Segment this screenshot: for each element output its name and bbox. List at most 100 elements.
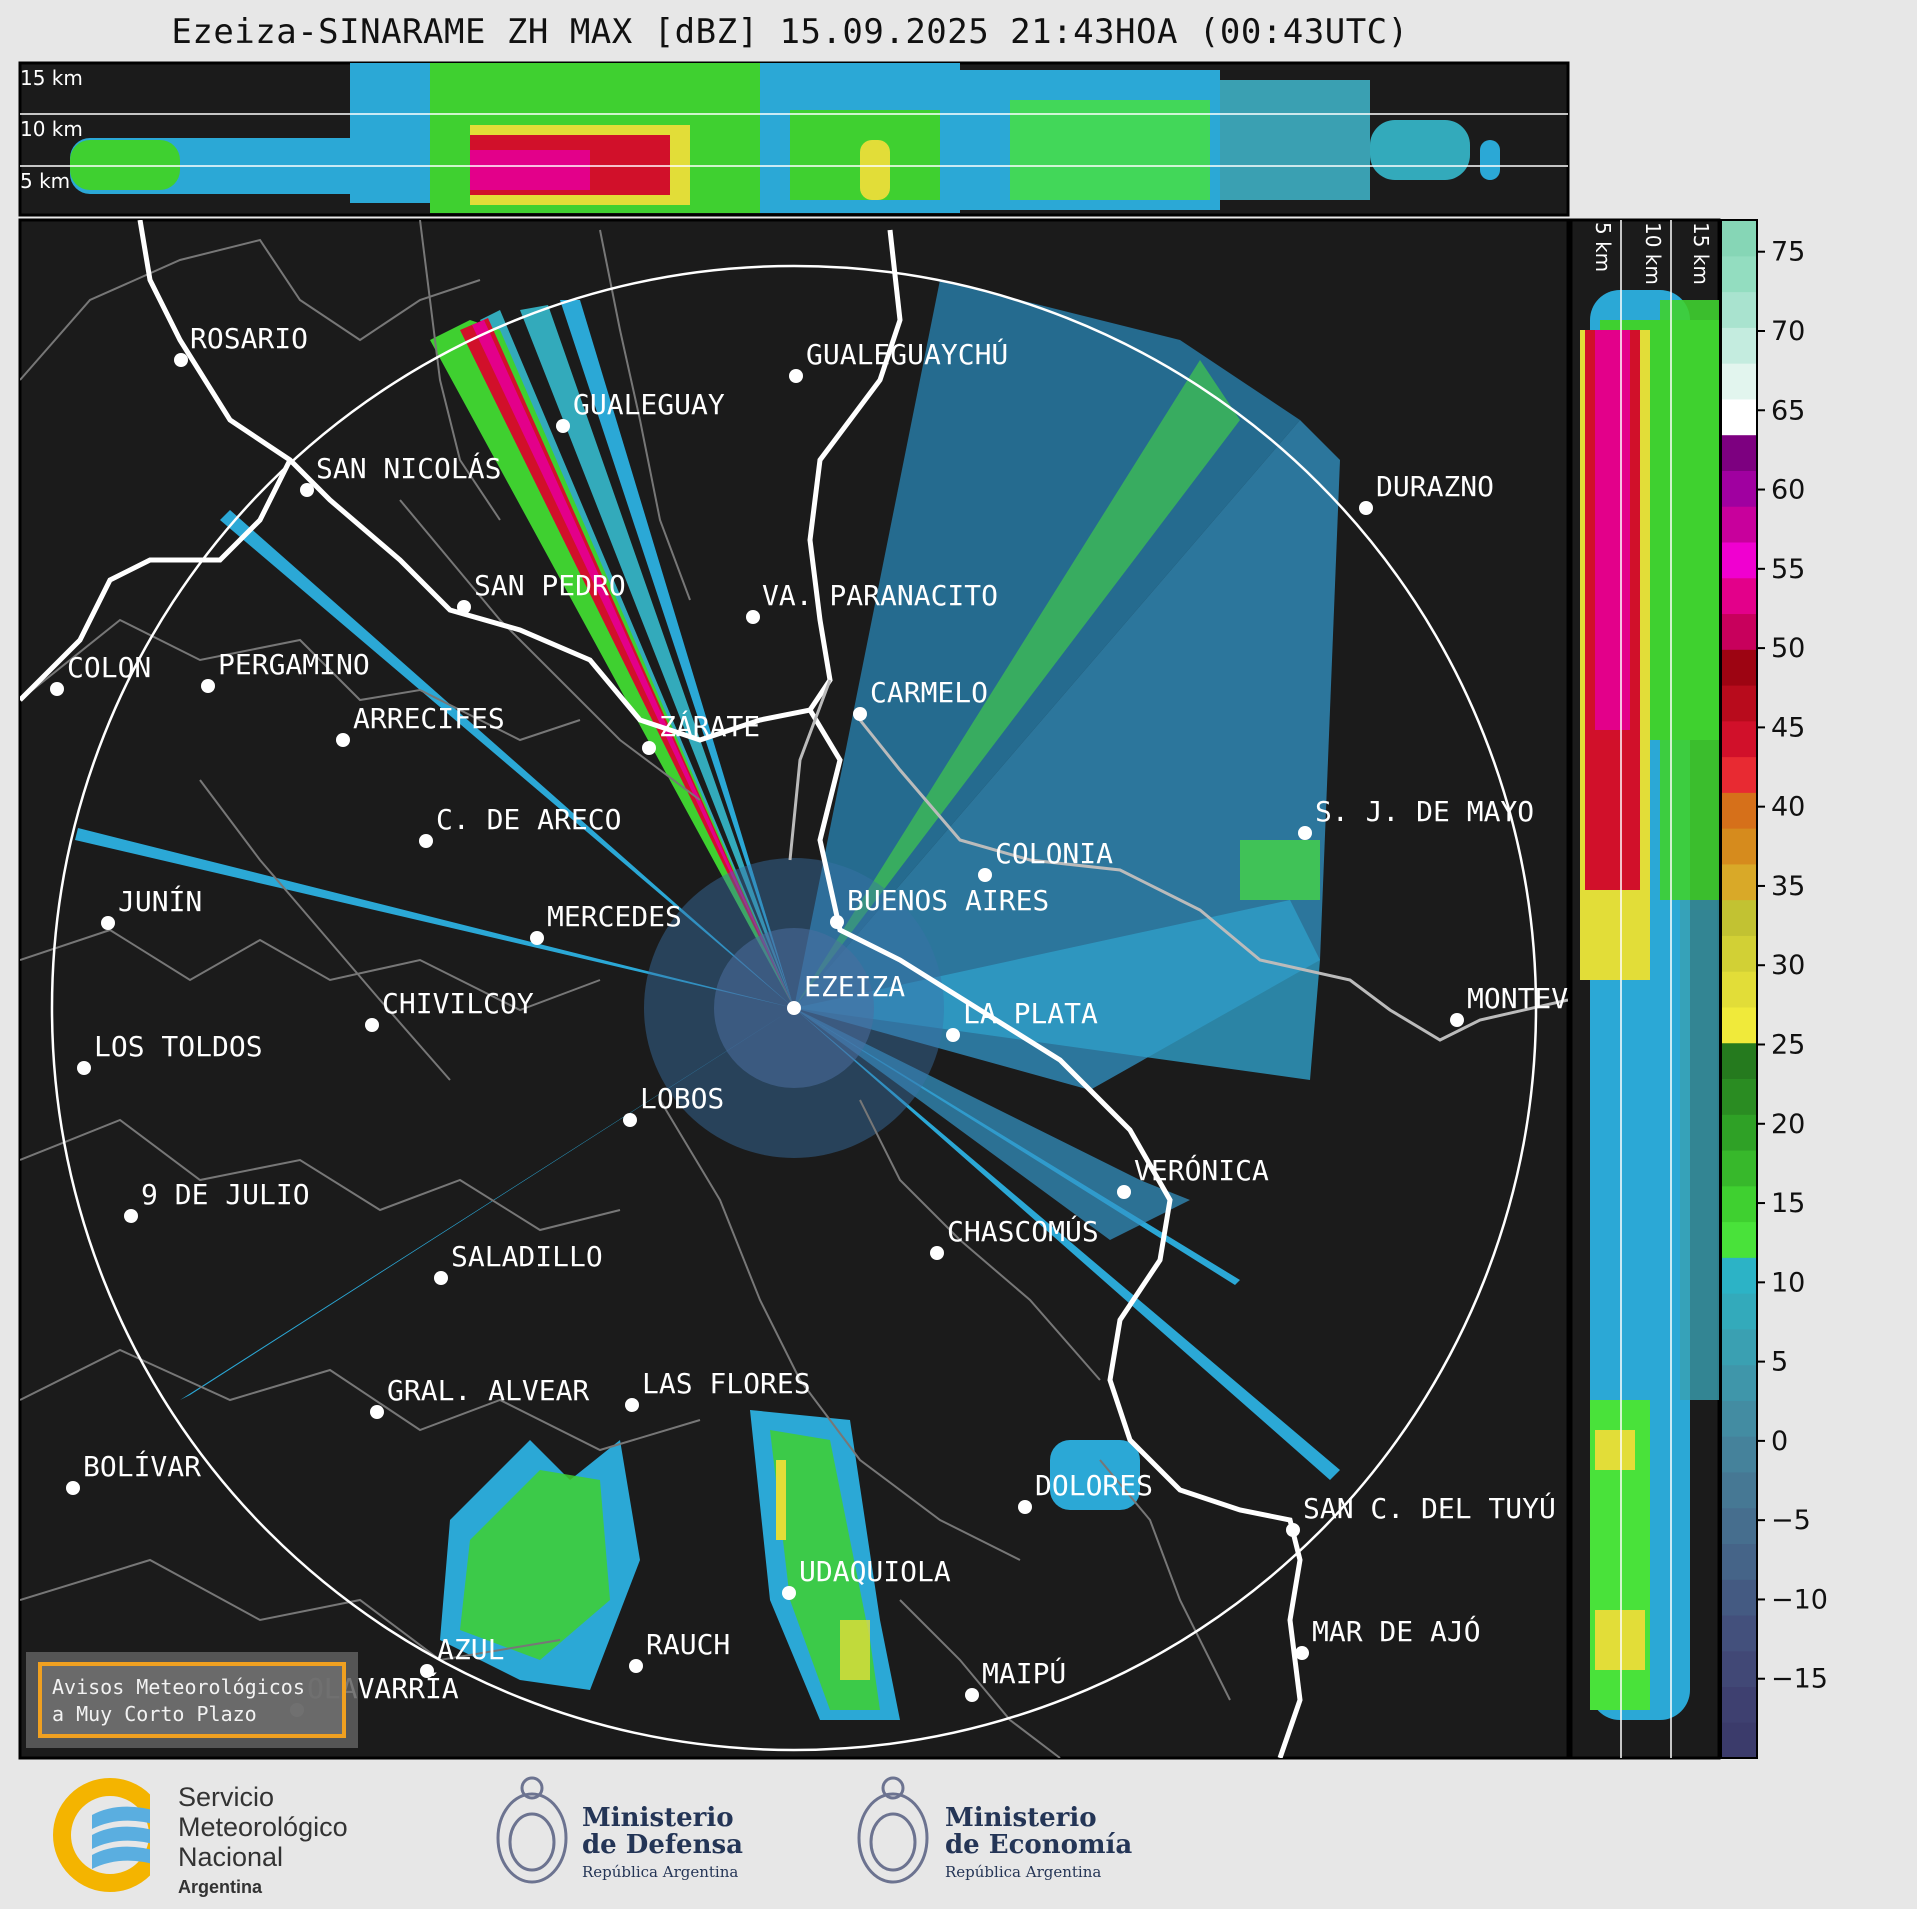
avisos-link[interactable]: Avisos Meteorológicos a Muy Corto Plazo [38, 1662, 346, 1738]
city-label: EZEIZA [804, 970, 905, 1003]
city-label: MAR DE AJÓ [1312, 1614, 1481, 1648]
city-label: CHIVILCOY [382, 987, 534, 1020]
colorbar-swatch [1721, 255, 1757, 293]
colorbar-swatch [1721, 1471, 1757, 1509]
city-label: COLONIA [995, 837, 1113, 870]
city-dolores: DOLORES [1018, 1469, 1153, 1514]
city-marker [830, 915, 844, 929]
city-label: DOLORES [1035, 1469, 1153, 1502]
city-label: ZÁRATE [659, 709, 760, 743]
city-gral-alvear: GRAL. ALVEAR [370, 1374, 589, 1419]
city-label: CARMELO [870, 676, 988, 709]
colorbar-swatch [1721, 684, 1757, 722]
city-colon: COLON [50, 651, 151, 696]
colorbar-tick-label: −10 [1771, 1584, 1828, 1615]
city-label: SAN NICOLÁS [316, 451, 501, 485]
city-marker [1018, 1500, 1032, 1514]
colorbar-swatch [1721, 1364, 1757, 1401]
city-marker [625, 1398, 639, 1412]
colorbar-swatch [1721, 541, 1757, 579]
top-height-15km: 15 km [20, 66, 83, 90]
city-junín: JUNÍN [101, 884, 202, 930]
city-label: GRAL. ALVEAR [387, 1374, 589, 1407]
city-label: 9 DE JULIO [141, 1178, 310, 1211]
city-udaquiola: UDAQUIOLA [782, 1555, 951, 1600]
economia-line2: de Economía [945, 1830, 1133, 1860]
colorbar-swatch [1721, 1078, 1757, 1115]
colorbar-swatch [1721, 613, 1757, 650]
city-marker [1450, 1013, 1464, 1027]
city-marker [629, 1659, 643, 1673]
city-label: AZUL [437, 1633, 504, 1666]
map-title: Ezeiza-SINARAME ZH MAX [dBZ] 15.09.2025 … [171, 12, 1409, 52]
colorbar-swatch [1721, 291, 1757, 328]
city-marker [853, 707, 867, 721]
city-san-c-del-tuyú: SAN C. DEL TUYÚ [1286, 1491, 1556, 1537]
colorbar-swatch [1721, 1436, 1757, 1473]
city-label: MERCEDES [547, 900, 682, 933]
city-marker [101, 916, 115, 930]
colorbar-swatch [1721, 828, 1757, 865]
colorbar-swatch [1721, 899, 1757, 936]
colorbar-swatch [1721, 1257, 1757, 1294]
colorbar-swatch [1721, 1543, 1757, 1580]
colorbar-swatch [1721, 1507, 1757, 1544]
colorbar-swatch [1721, 363, 1757, 400]
top-height-panel: 15 km 10 km 5 km [18, 61, 1570, 217]
defensa-line3: República Argentina [582, 1863, 739, 1881]
city-marker [201, 679, 215, 693]
city-label: C. DE ARECO [436, 803, 621, 836]
city-colonia: COLONIA [978, 837, 1113, 882]
colorbar-swatch [1721, 1185, 1757, 1223]
city-durazno: DURAZNO [1359, 470, 1494, 515]
smn-logo-text: Servicio Meteorológico Nacional Argentin… [178, 1782, 348, 1902]
city-label: LAS FLORES [642, 1367, 811, 1400]
city-marker [434, 1271, 448, 1285]
colorbar-swatch [1721, 1006, 1757, 1044]
colorbar-swatch [1721, 649, 1757, 686]
city-rosario: ROSARIO [174, 322, 308, 367]
city-marker [174, 353, 188, 367]
smn-line1: Servicio [178, 1782, 275, 1812]
city-c-de-areco: C. DE ARECO [419, 803, 621, 848]
city-marker [782, 1586, 796, 1600]
city-san-pedro: SAN PEDRO [457, 569, 626, 614]
city-lobos: LOBOS [623, 1082, 724, 1127]
city-chascomús: CHASCOMÚS [930, 1214, 1099, 1260]
colorbar-tick-label: 35 [1771, 871, 1805, 902]
city-verónica: VERÓNICA [1117, 1153, 1269, 1199]
city-marker [642, 741, 656, 755]
colorbar-tick-label: 55 [1771, 554, 1805, 585]
smn-line3: Nacional [178, 1842, 284, 1872]
city-marker [124, 1209, 138, 1223]
city-la-plata: LA PLATA [946, 997, 1098, 1042]
colorbar-swatch [1721, 971, 1757, 1008]
city-marker [457, 600, 471, 614]
side-height-10km: 10 km [1641, 222, 1665, 285]
colorbar-swatch [1721, 720, 1757, 758]
colorbar-tick-label: 45 [1771, 712, 1805, 743]
defensa-logo-text: Ministerio de Defensa República Argentin… [582, 1805, 743, 1886]
smn-line2: Meteorológico [178, 1812, 348, 1842]
defensa-line2: de Defensa [582, 1830, 743, 1860]
colorbar-swatch [1721, 1686, 1757, 1723]
city-saladillo: SALADILLO [434, 1240, 603, 1285]
city-mercedes: MERCEDES [530, 900, 682, 945]
city-marker [1359, 501, 1373, 515]
city-marker [420, 1664, 434, 1678]
city-label: COLON [67, 651, 151, 684]
colorbar-swatch [1721, 1221, 1757, 1258]
colorbar-swatch [1721, 1400, 1757, 1437]
colorbar-tick-label: 20 [1771, 1109, 1805, 1140]
city-label: DURAZNO [1376, 470, 1494, 503]
colorbar-tick-label: 25 [1771, 1029, 1805, 1060]
city-layer: ROSARIO GUALEGUAYCHÚ GUALEGUAY SAN NICOLÁS D… [50, 322, 1568, 1717]
city-marker [1298, 826, 1312, 840]
colorbar-tick-label: −5 [1771, 1505, 1811, 1536]
city-bolívar: BOLÍVAR [66, 1449, 201, 1495]
colorbar-swatch [1721, 220, 1757, 257]
city-label: SAN PEDRO [474, 569, 626, 602]
city-marker [930, 1246, 944, 1260]
top-height-5km: 5 km [20, 169, 70, 193]
